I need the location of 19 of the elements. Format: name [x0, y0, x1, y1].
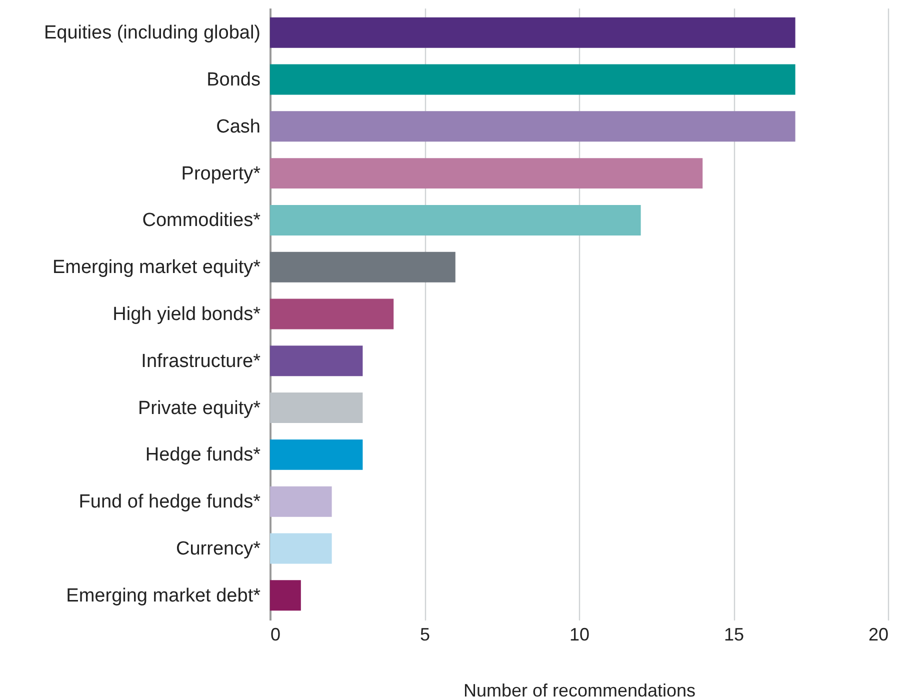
x-tick-label: 0 [270, 624, 281, 644]
y-tick-label: High yield bonds* [112, 304, 262, 325]
x-tick-label: 15 [724, 624, 744, 644]
y-tick-label: Currency* [176, 538, 262, 560]
y-tick-label: Emerging market equity* [52, 257, 262, 278]
y-tick-label: Private equity* [138, 398, 262, 419]
x-tick-label: 10 [569, 624, 590, 644]
x-tick-label: 5 [420, 624, 430, 644]
x-tick-label: 20 [868, 624, 888, 644]
y-tick-label: Cash [216, 116, 260, 138]
y-tick-label: Equities (including global) [44, 22, 260, 44]
y-tick-label: Hedge funds* [145, 444, 262, 466]
x-axis-title: Number of recommendations [463, 680, 696, 700]
y-tick-label: Commodities* [142, 210, 262, 232]
y-tick-label: Property* [181, 163, 262, 184]
y-tick-label: Infrastructure* [141, 350, 262, 372]
y-tick-label: Bonds [206, 70, 260, 91]
y-tick-label: Fund of hedge funds* [78, 492, 262, 513]
y-tick-label: Emerging market debt* [66, 585, 262, 606]
